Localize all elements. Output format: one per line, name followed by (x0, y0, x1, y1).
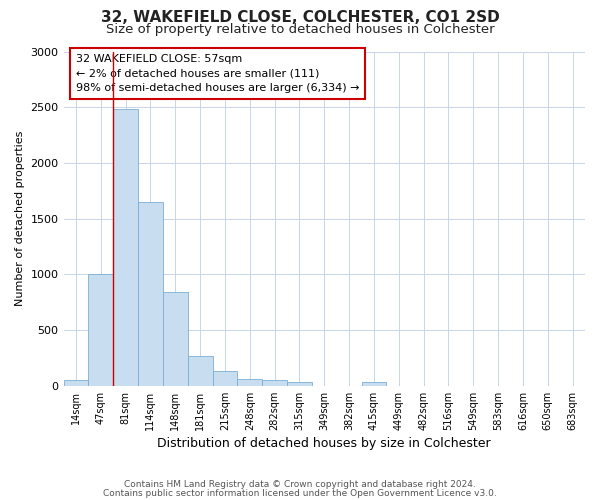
Text: Size of property relative to detached houses in Colchester: Size of property relative to detached ho… (106, 22, 494, 36)
Bar (113, 110, 138, 386)
X-axis label: Distribution of detached houses by size in Colchester: Distribution of detached houses by size … (157, 437, 491, 450)
Bar (188, 356, 212, 386)
Text: 32, WAKEFIELD CLOSE, COLCHESTER, CO1 2SD: 32, WAKEFIELD CLOSE, COLCHESTER, CO1 2SD (101, 10, 499, 25)
Bar (64, 380, 88, 386)
Bar (362, 382, 386, 386)
Text: 32 WAKEFIELD CLOSE: 57sqm
← 2% of detached houses are smaller (111)
98% of semi-: 32 WAKEFIELD CLOSE: 57sqm ← 2% of detach… (76, 54, 359, 94)
Bar (287, 382, 312, 386)
Bar (163, 292, 188, 386)
Text: Contains public sector information licensed under the Open Government Licence v3: Contains public sector information licen… (103, 488, 497, 498)
Bar (212, 372, 238, 386)
Bar (138, 202, 163, 386)
Bar (262, 380, 287, 386)
Bar (88, 274, 113, 386)
Text: Contains HM Land Registry data © Crown copyright and database right 2024.: Contains HM Land Registry data © Crown c… (124, 480, 476, 489)
Bar (238, 379, 262, 386)
Y-axis label: Number of detached properties: Number of detached properties (15, 131, 25, 306)
